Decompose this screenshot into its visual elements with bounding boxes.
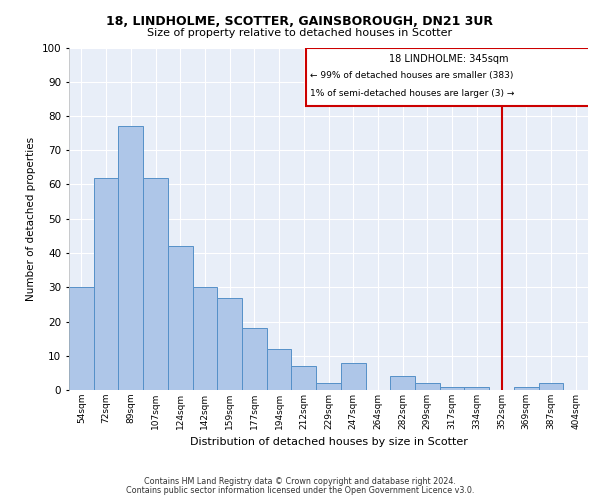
Bar <box>292 366 316 390</box>
Bar <box>415 383 440 390</box>
Bar <box>267 349 292 390</box>
Text: ← 99% of detached houses are smaller (383): ← 99% of detached houses are smaller (38… <box>310 71 514 80</box>
Bar <box>514 386 539 390</box>
Y-axis label: Number of detached properties: Number of detached properties <box>26 136 36 301</box>
Text: 1% of semi-detached houses are larger (3) →: 1% of semi-detached houses are larger (3… <box>310 88 514 98</box>
X-axis label: Distribution of detached houses by size in Scotter: Distribution of detached houses by size … <box>190 438 467 448</box>
Bar <box>69 287 94 390</box>
Bar <box>242 328 267 390</box>
Text: Contains public sector information licensed under the Open Government Licence v3: Contains public sector information licen… <box>126 486 474 495</box>
Bar <box>217 298 242 390</box>
Bar <box>168 246 193 390</box>
Bar <box>440 386 464 390</box>
Bar <box>118 126 143 390</box>
Bar <box>390 376 415 390</box>
Bar <box>193 287 217 390</box>
Text: Contains HM Land Registry data © Crown copyright and database right 2024.: Contains HM Land Registry data © Crown c… <box>144 477 456 486</box>
Text: 18, LINDHOLME, SCOTTER, GAINSBOROUGH, DN21 3UR: 18, LINDHOLME, SCOTTER, GAINSBOROUGH, DN… <box>107 15 493 28</box>
Bar <box>539 383 563 390</box>
Text: 18 LINDHOLME: 345sqm: 18 LINDHOLME: 345sqm <box>389 54 508 64</box>
Bar <box>316 383 341 390</box>
Bar <box>143 178 168 390</box>
Bar <box>464 386 489 390</box>
FancyBboxPatch shape <box>306 48 590 106</box>
Bar <box>94 178 118 390</box>
Text: Size of property relative to detached houses in Scotter: Size of property relative to detached ho… <box>148 28 452 38</box>
Bar <box>341 362 365 390</box>
